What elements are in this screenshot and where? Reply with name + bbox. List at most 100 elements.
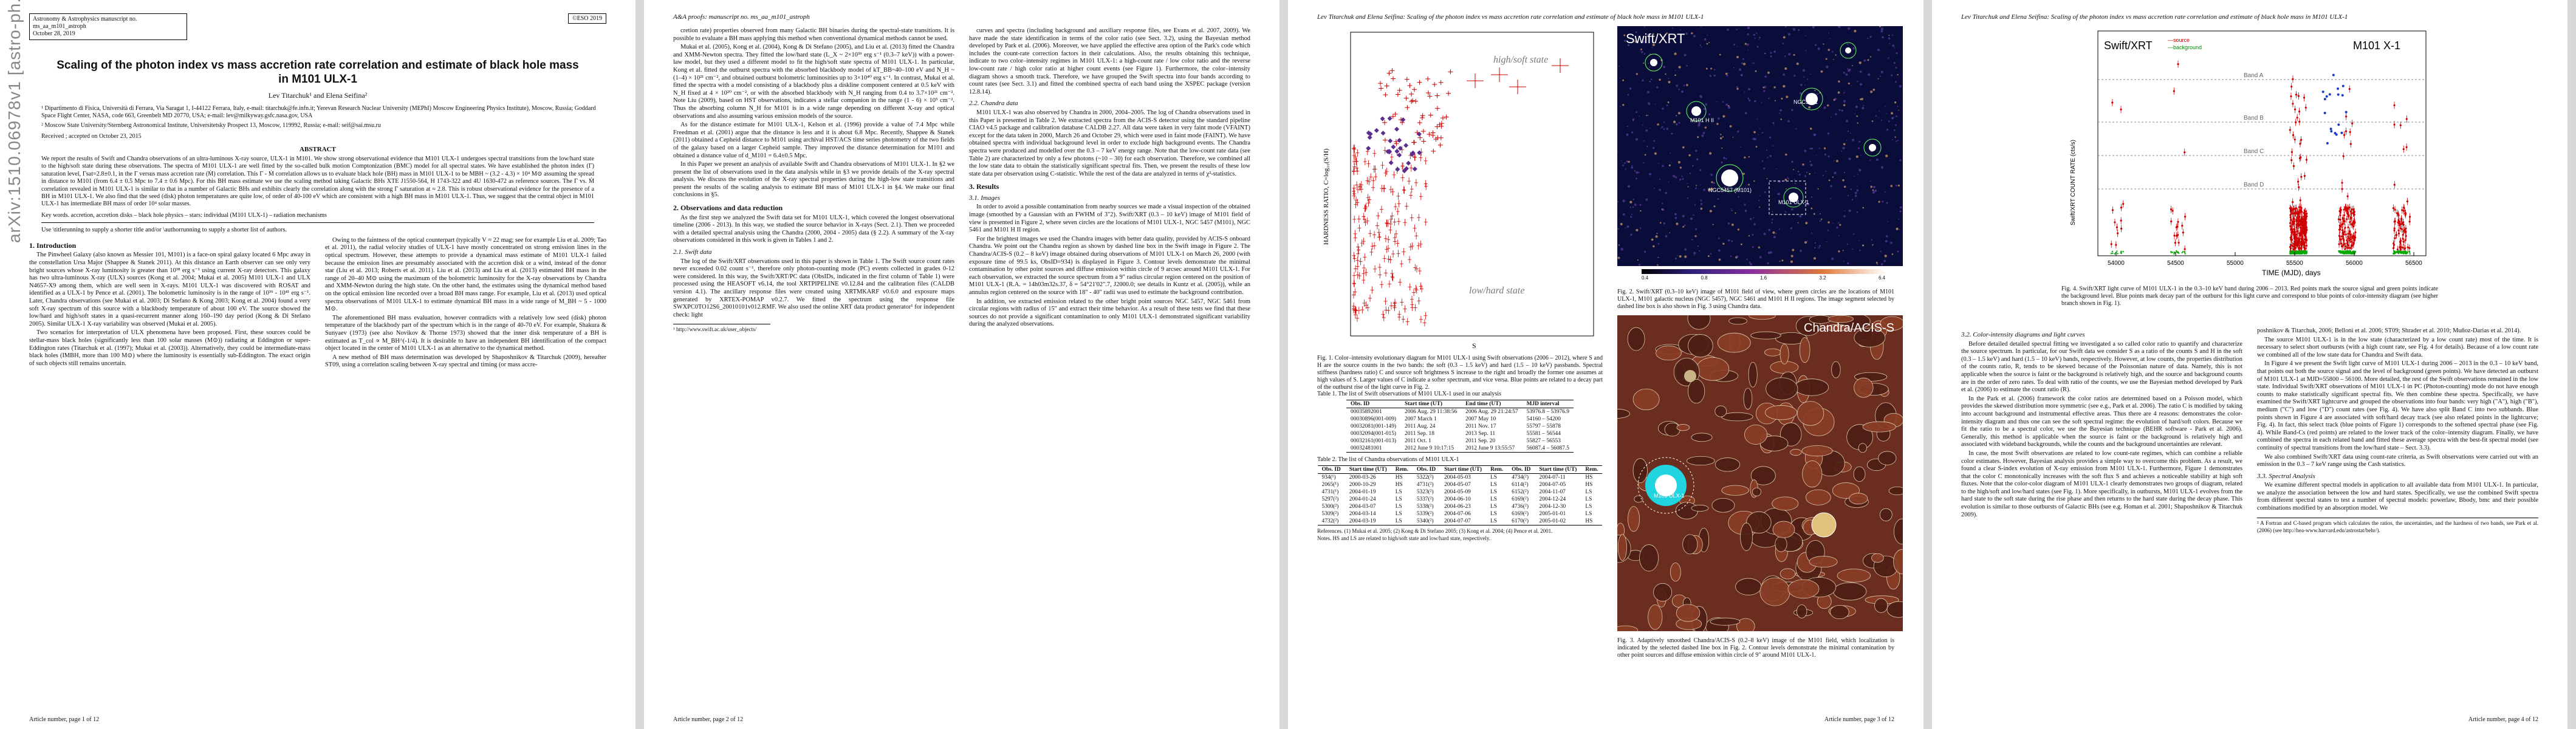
- contour: [1632, 458, 1648, 484]
- noise-pixel: [1791, 109, 1793, 111]
- noise-pixel: [1629, 200, 1632, 204]
- noise-pixel: [1682, 214, 1685, 217]
- noise-pixel: [1838, 26, 1841, 28]
- noise-pixel: [1662, 165, 1664, 167]
- noise-pixel: [1713, 74, 1716, 77]
- data-point-source: [2347, 244, 2349, 247]
- noise-pixel: [1736, 29, 1738, 30]
- noise-pixel: [1651, 47, 1653, 49]
- paragraph: Owing to the faintness of the optical co…: [325, 236, 606, 313]
- noise-pixel: [1701, 134, 1704, 137]
- x-ticks: 54000 54500 55000 55500 56000 56500: [2108, 252, 2422, 267]
- table-cell: 5322(²): [1416, 474, 1434, 481]
- noise-pixel: [1865, 152, 1866, 154]
- noise-pixel: [1663, 222, 1666, 225]
- data-point-source: [2301, 227, 2304, 230]
- noise-pixel: [1879, 26, 1882, 27]
- contour: [1746, 511, 1772, 534]
- data-point-decay: [2337, 87, 2340, 90]
- noise-pixel: [1784, 55, 1786, 57]
- noise-pixel: [1725, 157, 1727, 160]
- noise-pixel: [1699, 184, 1701, 186]
- noise-pixel: [1741, 74, 1743, 77]
- noise-pixel: [1775, 233, 1777, 234]
- instrument-label: Swift/XRT: [2104, 39, 2153, 52]
- noise-pixel: [1635, 31, 1637, 33]
- noise-pixel: [1647, 91, 1649, 94]
- table-row: 4731(¹) 2004-01-19 LS 5323(²) 2004-05-09 LS 61…: [1318, 488, 1603, 496]
- noise-pixel: [1634, 203, 1637, 207]
- data-point-source: [2347, 226, 2349, 228]
- plot-frame: [1350, 32, 1594, 337]
- data-point-source: [2289, 208, 2292, 210]
- noise-pixel: [1659, 188, 1662, 191]
- noise-pixel: [1808, 106, 1811, 109]
- data-point-source: [2352, 242, 2355, 244]
- data-point-background: [2295, 253, 2297, 255]
- noise-pixel: [1857, 185, 1858, 187]
- noise-pixel: [1852, 233, 1855, 235]
- noise-pixel: [1717, 198, 1719, 200]
- noise-pixel: [1680, 90, 1684, 93]
- data-point-source: [2298, 221, 2300, 223]
- noise-pixel: [1713, 182, 1715, 184]
- contour: [1676, 604, 1701, 622]
- noise-pixel: [1884, 191, 1886, 193]
- paragraph: In order to avoid a possible contaminati…: [969, 204, 1250, 234]
- noise-pixel: [1673, 120, 1676, 123]
- noise-pixel: [1749, 261, 1751, 264]
- table-row: 00032481001 2012 June 9 10:17:15 2012 June…: [1346, 445, 1574, 453]
- noise-pixel: [1622, 164, 1624, 166]
- noise-pixel: [1785, 211, 1787, 213]
- noise-pixel: [1787, 176, 1788, 178]
- data-point-source: [2305, 159, 2308, 161]
- data-point-source: [2297, 216, 2300, 219]
- noise-pixel: [1851, 199, 1854, 201]
- noise-pixel: [1851, 85, 1852, 86]
- data-point-background: [2290, 253, 2292, 255]
- noise-pixel: [1744, 156, 1746, 159]
- noise-pixel: [1676, 84, 1679, 87]
- noise-pixel: [1882, 200, 1884, 203]
- noise-pixel: [1653, 140, 1655, 142]
- data-point-source: [2353, 239, 2355, 241]
- data-point-source: [2394, 208, 2396, 211]
- table-row: 2065(¹) 2000-10-29 HS 4731(²) 2004-05-07 LS 61…: [1318, 481, 1603, 488]
- noise-pixel: [1879, 75, 1881, 77]
- noise-pixel: [1854, 191, 1857, 194]
- noise-pixel: [1894, 101, 1897, 104]
- noise-pixel: [1884, 255, 1887, 258]
- noise-pixel: [1764, 75, 1767, 78]
- noise-pixel: [1634, 170, 1636, 172]
- noise-pixel: [1663, 66, 1666, 69]
- column-header: Obs. ID: [1416, 467, 1436, 473]
- table-cell: 2000-03-26: [1349, 474, 1376, 481]
- noise-pixel: [1868, 73, 1871, 76]
- source-region: [1863, 139, 1882, 157]
- table-cell: 6170(²): [1512, 518, 1529, 524]
- noise-pixel: [1828, 49, 1830, 51]
- noise-pixel: [1836, 226, 1838, 229]
- data-point-source: [2393, 229, 2396, 231]
- noise-pixel: [1860, 98, 1862, 100]
- subsection-heading: 3.2. Color-intensity diagrams and light …: [1961, 331, 2085, 338]
- table-1: Table 1. The list of Swift observations …: [1317, 391, 1603, 453]
- data-point-source: [2120, 207, 2123, 209]
- table-cell: 2011 Sep. 18: [1405, 431, 1434, 437]
- noise-pixel: [1778, 180, 1781, 183]
- noise-pixel: [1700, 199, 1702, 202]
- contour: [1880, 316, 1903, 331]
- data-point-decay: [2325, 95, 2328, 98]
- noise-pixel: [1869, 159, 1871, 161]
- data-point-decay: [2340, 131, 2343, 134]
- noise-pixel: [1628, 160, 1630, 163]
- noise-pixel: [1702, 132, 1705, 134]
- noise-pixel: [1657, 264, 1659, 266]
- noise-pixel: [1812, 26, 1815, 29]
- noise-pixel: [1697, 136, 1699, 139]
- noise-pixel: [1705, 67, 1708, 70]
- noise-pixel: [1771, 219, 1773, 221]
- noise-pixel: [1898, 218, 1899, 220]
- table-cell: HS: [1585, 482, 1593, 488]
- data-point-source: [2293, 108, 2297, 111]
